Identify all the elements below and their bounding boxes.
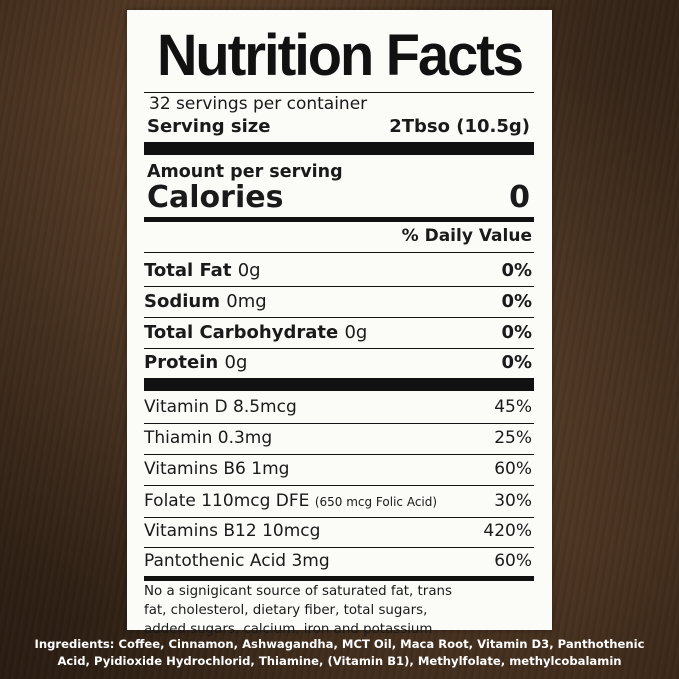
divider-thick: [144, 378, 534, 391]
nutrient-row: Total Fat 0g: [144, 260, 261, 281]
divider: [144, 485, 534, 486]
nutrient-name: Sodium: [144, 291, 220, 312]
divider: [144, 517, 534, 518]
nutrient-name: Total Carbohydrate: [144, 322, 339, 343]
nutrient-dv: 0%: [501, 260, 532, 281]
nutrient-row: Total Carbohydrate 0g: [144, 322, 367, 343]
amount-per-serving: Amount per serving: [147, 162, 343, 182]
calories-value: 0: [509, 180, 530, 215]
nutrient-row: Protein 0g: [144, 352, 247, 373]
divider: [144, 423, 534, 424]
nutrient-row: Sodium 0mg: [144, 291, 267, 312]
nutrient-name: Protein: [144, 352, 219, 373]
nutrient-dv: 0%: [501, 352, 532, 373]
vitamin-name: Folate 110mcg DFE: [144, 491, 310, 511]
ingredients-text: Ingredients: Coffee, Cinnamon, Ashwagand…: [0, 636, 679, 670]
ingredients-line: Ingredients: Coffee, Cinnamon, Ashwagand…: [34, 637, 645, 651]
vitamin-name: Pantothenic Acid 3mg: [144, 551, 330, 571]
vitamin-dv: 60%: [494, 551, 532, 571]
serving-size-label: Serving size: [147, 116, 271, 137]
vitamin-dv: 45%: [494, 397, 532, 417]
label-title: Nutrition Facts: [156, 21, 524, 88]
divider-medium: [144, 576, 534, 581]
nutrient-amount: 0g: [237, 260, 261, 281]
divider: [144, 92, 534, 93]
footnote-line: fat, cholesterol, dietary fiber, total s…: [144, 603, 428, 618]
nutrient-dv: 0%: [501, 322, 532, 343]
divider: [144, 547, 534, 548]
nutrient-amount: 0g: [224, 352, 248, 373]
nutrient-amount: 0mg: [226, 291, 267, 312]
vitamin-name: Vitamins B12 10mcg: [144, 521, 321, 541]
nutrient-name: Total Fat: [144, 260, 232, 281]
divider: [144, 348, 534, 349]
footnote-line: added sugars, calcium, iron and potassiu…: [144, 622, 433, 637]
divider-thick: [144, 142, 534, 155]
divider: [144, 286, 534, 287]
serving-size-value: 2Tbso (10.5g): [389, 116, 530, 137]
nutrient-dv: 0%: [501, 291, 532, 312]
divider: [144, 317, 534, 318]
vitamin-dv: 30%: [494, 491, 532, 511]
divider-medium: [144, 217, 534, 222]
vitamin-row: Folate 110mcg DFE (650 mcg Folic Acid): [144, 491, 437, 511]
vitamin-name: Vitamin D 8.5mcg: [144, 397, 297, 417]
footnote-line: No a signigicant source of saturated fat…: [144, 584, 452, 599]
nutrition-label: Nutrition Facts 32 servings per containe…: [127, 10, 552, 637]
vitamin-name: Vitamins B6 1mg: [144, 459, 290, 479]
calories-label: Calories: [147, 180, 284, 215]
vitamin-dv: 25%: [494, 428, 532, 448]
servings-per-container: 32 servings per container: [149, 94, 368, 114]
vitamin-dv: 420%: [483, 521, 532, 541]
ingredients-line: Acid, Pyidioxide Hydrochlorid, Thiamine,…: [57, 654, 622, 668]
divider: [144, 454, 534, 455]
vitamin-name: Thiamin 0.3mg: [144, 428, 273, 448]
daily-value-header: % Daily Value: [401, 226, 532, 246]
vitamin-note: (650 mcg Folic Acid): [314, 495, 438, 509]
nutrient-amount: 0g: [344, 322, 368, 343]
divider: [144, 252, 534, 253]
vitamin-dv: 60%: [494, 459, 532, 479]
